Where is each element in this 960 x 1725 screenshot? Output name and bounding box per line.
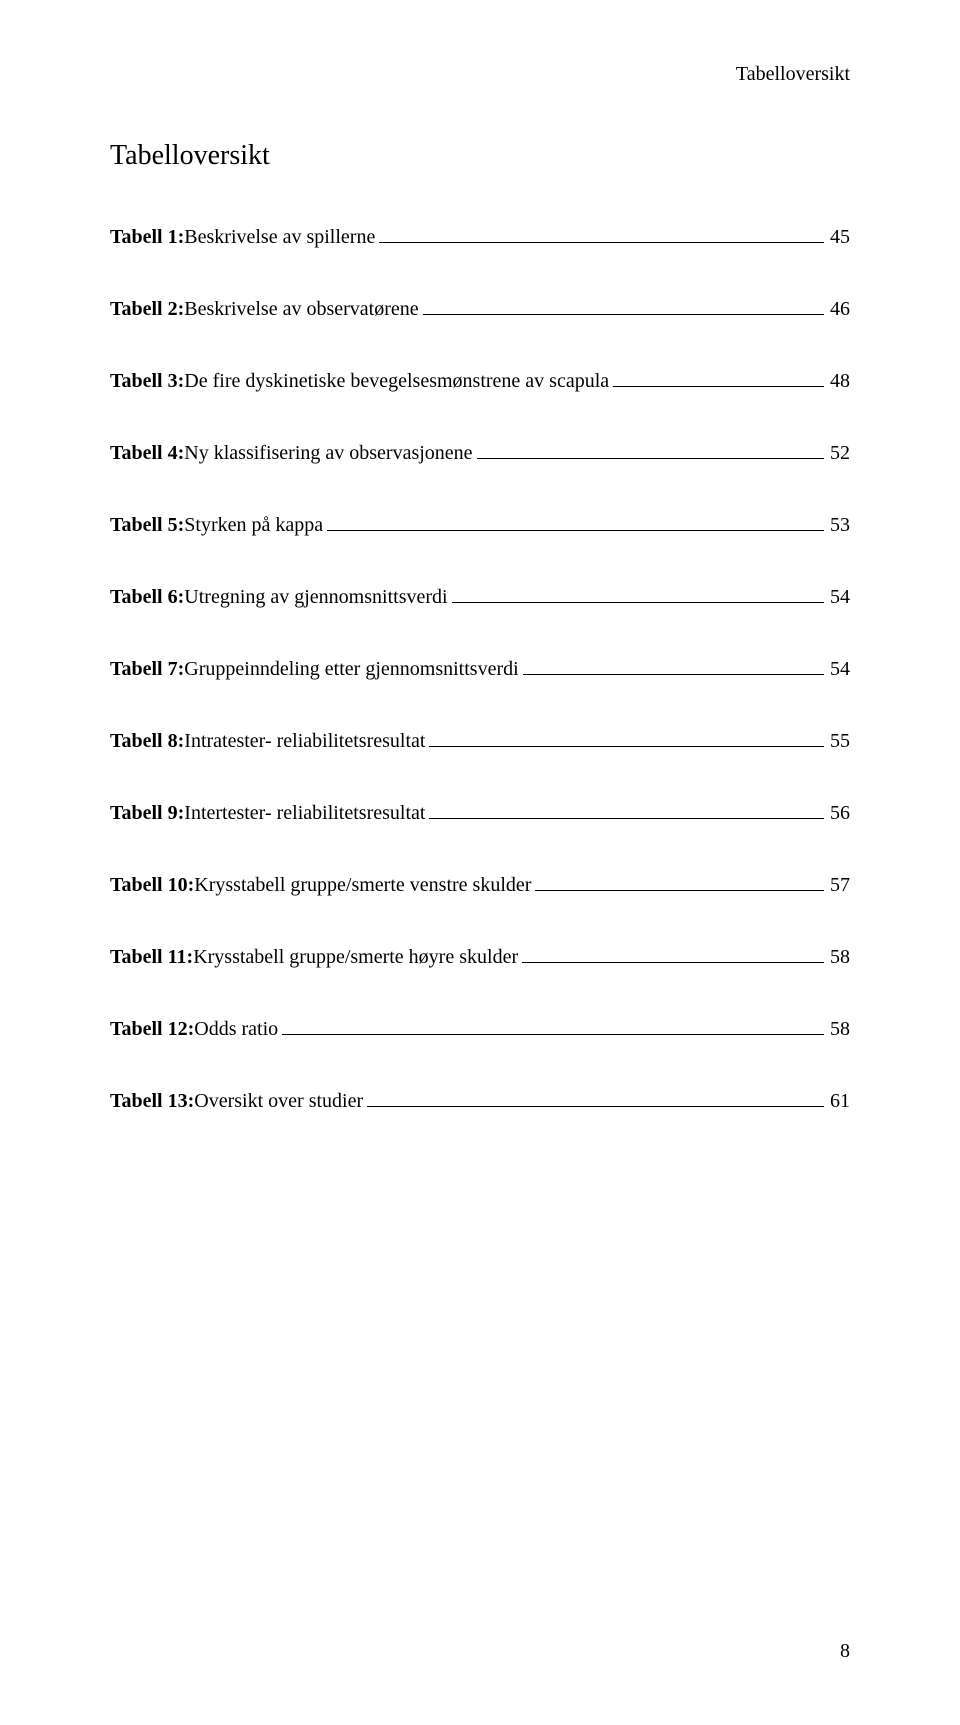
toc-entry-text: Ny klassifisering av observasjonene	[184, 439, 474, 467]
toc-leader-line	[367, 1106, 824, 1107]
toc-entry-page: 48	[828, 367, 850, 395]
toc-entry-text: Gruppeinndeling etter gjennomsnittsverdi	[184, 655, 520, 683]
toc-entry-page: 45	[828, 223, 850, 251]
toc-entry-page: 55	[828, 727, 850, 755]
toc-entry: Tabell 12: Odds ratio 58	[110, 1015, 850, 1043]
toc-entry-label: Tabell 7:	[110, 655, 184, 683]
toc-entry-label: Tabell 2:	[110, 295, 184, 323]
toc-entry-label: Tabell 4:	[110, 439, 184, 467]
toc-leader-line	[423, 314, 824, 315]
toc-entry-page: 58	[828, 943, 850, 971]
toc-entry-label: Tabell 8:	[110, 727, 184, 755]
toc-leader-line	[452, 602, 824, 603]
page-number: 8	[840, 1637, 850, 1665]
toc-leader-line	[523, 674, 824, 675]
toc-entry-text: Krysstabell gruppe/smerte venstre skulde…	[194, 871, 533, 899]
toc-entry-text: Beskrivelse av spillerne	[184, 223, 377, 251]
toc-entry-page: 54	[828, 655, 850, 683]
toc-entry-label: Tabell 13:	[110, 1087, 194, 1115]
toc-entry-text: Oversikt over studier	[194, 1087, 365, 1115]
toc-entry: Tabell 2: Beskrivelse av observatørene 4…	[110, 295, 850, 323]
running-head: Tabelloversikt	[110, 60, 850, 88]
toc-entry-text: Beskrivelse av observatørene	[184, 295, 420, 323]
toc-entry-page: 56	[828, 799, 850, 827]
toc-entry-label: Tabell 12:	[110, 1015, 194, 1043]
toc-entry-label: Tabell 6:	[110, 583, 184, 611]
toc-entry-page: 61	[828, 1087, 850, 1115]
toc-entry: Tabell 10: Krysstabell gruppe/smerte ven…	[110, 871, 850, 899]
toc-entry: Tabell 11: Krysstabell gruppe/smerte høy…	[110, 943, 850, 971]
toc-leader-line	[613, 386, 824, 387]
toc-leader-line	[379, 242, 824, 243]
toc-entry-text: Intratester- reliabilitetsresultat	[184, 727, 427, 755]
toc-leader-line	[522, 962, 824, 963]
toc-leader-line	[282, 1034, 824, 1035]
toc-entry-text: Styrken på kappa	[184, 511, 325, 539]
toc-entry-label: Tabell 11:	[110, 943, 193, 971]
toc-entry-page: 52	[828, 439, 850, 467]
toc-entry-label: Tabell 10:	[110, 871, 194, 899]
toc-entry-text: Utregning av gjennomsnittsverdi	[184, 583, 449, 611]
toc-entry-text: De fire dyskinetiske bevegelsesmønstrene…	[184, 367, 611, 395]
toc-entry: Tabell 7: Gruppeinndeling etter gjennoms…	[110, 655, 850, 683]
toc-leader-line	[477, 458, 824, 459]
toc-entry-page: 46	[828, 295, 850, 323]
toc-entry: Tabell 4: Ny klassifisering av observasj…	[110, 439, 850, 467]
toc-entry-label: Tabell 5:	[110, 511, 184, 539]
toc-entry-label: Tabell 1:	[110, 223, 184, 251]
toc-entry-page: 57	[828, 871, 850, 899]
toc-entry-label: Tabell 9:	[110, 799, 184, 827]
toc-entry-page: 58	[828, 1015, 850, 1043]
page-container: Tabelloversikt Tabelloversikt Tabell 1: …	[0, 0, 960, 1725]
toc-entry: Tabell 9: Intertester- reliabilitetsresu…	[110, 799, 850, 827]
toc-entry-text: Odds ratio	[194, 1015, 280, 1043]
toc-leader-line	[429, 746, 824, 747]
page-title: Tabelloversikt	[110, 136, 850, 175]
toc-entry: Tabell 13: Oversikt over studier 61	[110, 1087, 850, 1115]
toc-entry: Tabell 8: Intratester- reliabilitetsresu…	[110, 727, 850, 755]
toc-entry-text: Krysstabell gruppe/smerte høyre skulder	[193, 943, 520, 971]
toc-entry: Tabell 6: Utregning av gjennomsnittsverd…	[110, 583, 850, 611]
toc-entry: Tabell 1: Beskrivelse av spillerne 45	[110, 223, 850, 251]
toc-entry-text: Intertester- reliabilitetsresultat	[184, 799, 427, 827]
toc-entry-page: 53	[828, 511, 850, 539]
toc-entry: Tabell 5: Styrken på kappa 53	[110, 511, 850, 539]
toc-entry-page: 54	[828, 583, 850, 611]
toc-leader-line	[327, 530, 824, 531]
toc-entry: Tabell 3: De fire dyskinetiske bevegelse…	[110, 367, 850, 395]
toc-entry-label: Tabell 3:	[110, 367, 184, 395]
toc-leader-line	[535, 890, 824, 891]
toc-leader-line	[429, 818, 824, 819]
